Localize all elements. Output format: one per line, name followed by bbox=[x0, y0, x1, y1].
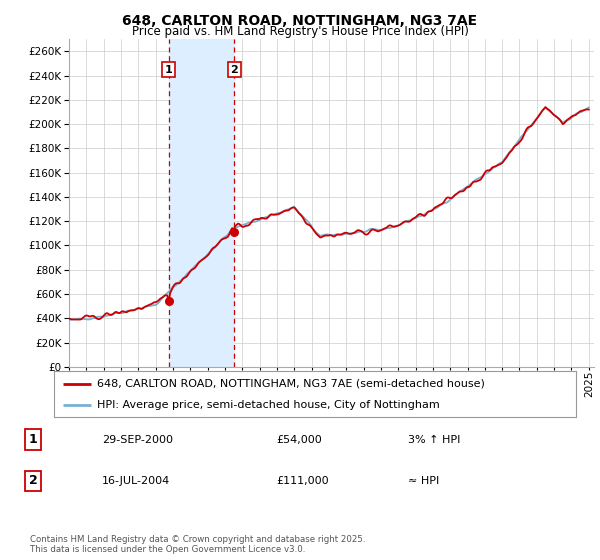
Text: £111,000: £111,000 bbox=[276, 476, 329, 486]
Text: Contains HM Land Registry data © Crown copyright and database right 2025.
This d: Contains HM Land Registry data © Crown c… bbox=[30, 535, 365, 554]
Text: 1: 1 bbox=[29, 433, 37, 446]
Text: ≈ HPI: ≈ HPI bbox=[408, 476, 439, 486]
Text: 16-JUL-2004: 16-JUL-2004 bbox=[102, 476, 170, 486]
Text: 3% ↑ HPI: 3% ↑ HPI bbox=[408, 435, 460, 445]
Text: Price paid vs. HM Land Registry's House Price Index (HPI): Price paid vs. HM Land Registry's House … bbox=[131, 25, 469, 38]
Text: 2: 2 bbox=[230, 64, 238, 74]
Bar bbox=[169, 39, 234, 367]
Text: 1: 1 bbox=[165, 64, 173, 74]
Text: 648, CARLTON ROAD, NOTTINGHAM, NG3 7AE (semi-detached house): 648, CARLTON ROAD, NOTTINGHAM, NG3 7AE (… bbox=[97, 379, 485, 389]
Text: £54,000: £54,000 bbox=[276, 435, 322, 445]
Text: HPI: Average price, semi-detached house, City of Nottingham: HPI: Average price, semi-detached house,… bbox=[97, 400, 440, 410]
Text: 648, CARLTON ROAD, NOTTINGHAM, NG3 7AE: 648, CARLTON ROAD, NOTTINGHAM, NG3 7AE bbox=[122, 14, 478, 28]
Text: 29-SEP-2000: 29-SEP-2000 bbox=[102, 435, 173, 445]
Text: 2: 2 bbox=[29, 474, 37, 487]
